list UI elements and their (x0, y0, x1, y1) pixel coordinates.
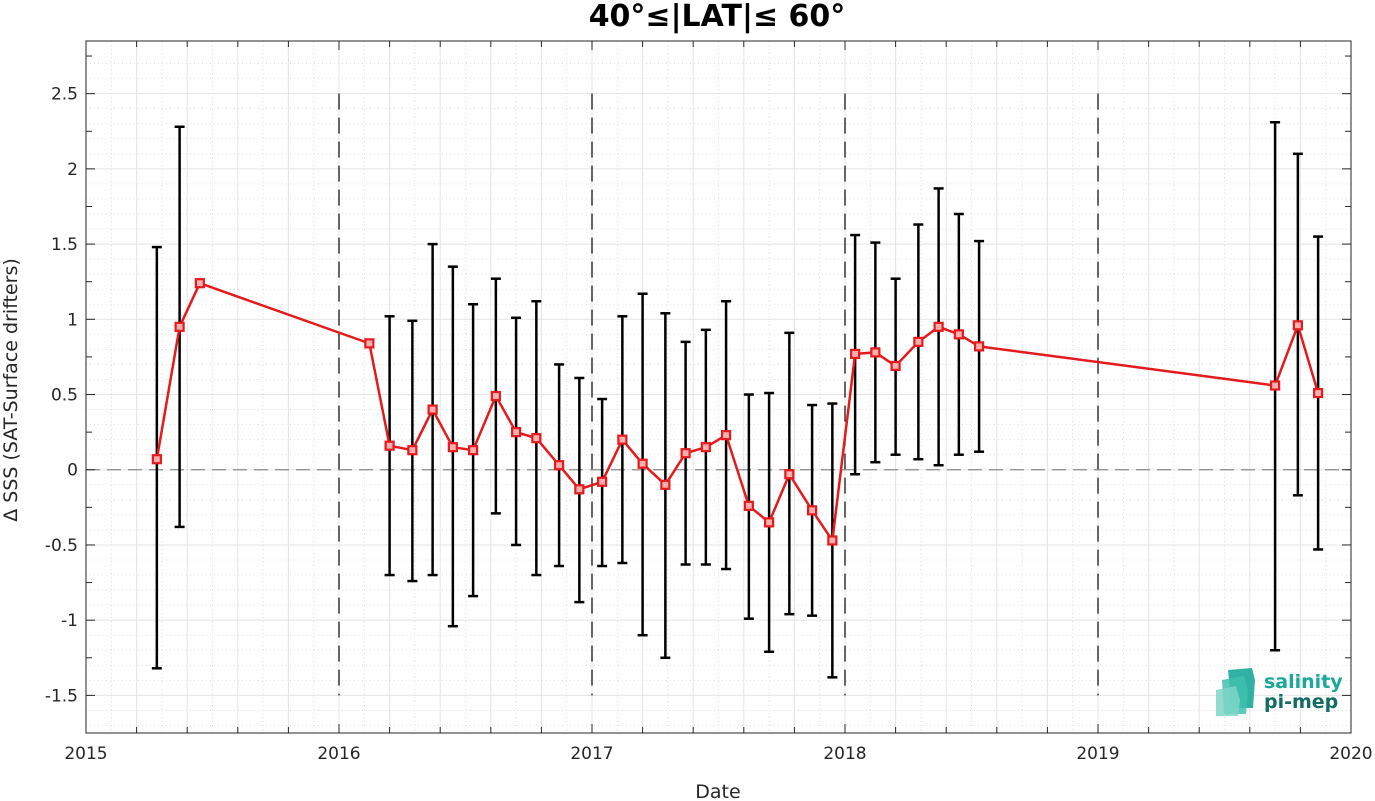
x-tick-label: 2019 (1076, 744, 1119, 764)
x-axis-label: Date (695, 781, 740, 801)
data-point (807, 505, 818, 516)
salinity-pi-mep-logo: salinity pi-mep (1216, 668, 1343, 716)
logo-text-pi-mep: pi-mep (1264, 691, 1338, 713)
data-point (490, 390, 501, 402)
data-point (660, 479, 671, 490)
data-point (973, 341, 985, 352)
data-point (510, 427, 522, 438)
data-point (597, 476, 608, 487)
data-point (720, 430, 732, 441)
data-point (700, 442, 711, 453)
data-point (1313, 387, 1324, 399)
y-tick-label: 2.5 (51, 85, 78, 105)
data-point (743, 500, 754, 511)
logo-text-salinity: salinity (1264, 671, 1343, 693)
x-tick-label: 2016 (317, 744, 360, 764)
data-point (384, 440, 395, 451)
x-tick-label: 2018 (823, 744, 866, 764)
data-point (763, 517, 775, 528)
series-line (155, 281, 1320, 542)
data-point (574, 484, 585, 495)
data-point (447, 442, 458, 453)
y-tick-label: 0.5 (51, 386, 78, 406)
data-point (554, 460, 565, 471)
y-tick-label: 0 (67, 461, 78, 481)
data-point (407, 445, 418, 456)
data-point (194, 278, 205, 289)
y-tick-label: 2 (67, 160, 78, 180)
data-point (784, 469, 795, 480)
data-point (953, 329, 964, 340)
data-point (890, 360, 901, 372)
data-point (850, 348, 861, 360)
data-point (827, 535, 838, 546)
y-tick-label: 1.5 (51, 235, 78, 255)
data-point (174, 321, 185, 332)
chart-title: 40°≤|LAT|≤ 60° (589, 0, 846, 34)
y-axis-label: Δ SSS (SAT-Surface drifters) (0, 258, 22, 522)
x-tick-labels: 2015 2016 2017 2018 2019 2020 (64, 744, 1372, 764)
tick-marks (85, 41, 1352, 733)
x-tick-label: 2015 (64, 744, 107, 764)
data-point (637, 458, 648, 469)
data-point (427, 404, 438, 415)
data-point (531, 433, 542, 444)
plot-frame (85, 40, 1352, 734)
y-tick-label: 1 (67, 310, 78, 330)
y-tick-label: -0.5 (45, 536, 78, 556)
x-tick-label: 2020 (1329, 744, 1372, 764)
year-separators (338, 93, 1099, 696)
data-point (913, 336, 924, 347)
x-tick-label: 2017 (570, 744, 613, 764)
data-point (1292, 320, 1303, 331)
y-tick-label: -1.5 (45, 686, 78, 706)
logo-wave-icon (1216, 668, 1255, 716)
grid (85, 41, 1352, 733)
error-bars (151, 120, 1324, 679)
data-point (680, 448, 691, 459)
data-point (364, 338, 375, 349)
data-point (933, 321, 944, 332)
y-tick-labels: -1.5 -1 -0.5 0 0.5 1 1.5 2 2.5 (45, 85, 78, 707)
data-point (467, 445, 479, 456)
data-markers (151, 278, 1324, 546)
data-point (617, 434, 628, 445)
data-point (1269, 380, 1281, 391)
data-point (151, 454, 162, 465)
data-point (870, 347, 881, 358)
y-tick-label: -1 (61, 611, 78, 631)
